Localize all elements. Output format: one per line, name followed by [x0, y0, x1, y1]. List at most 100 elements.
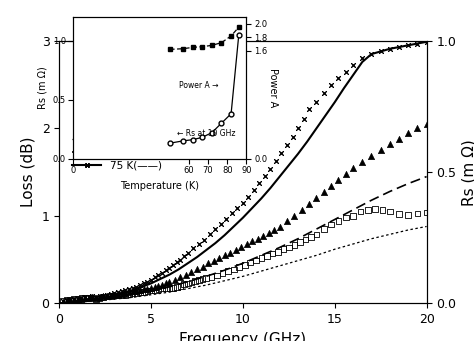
- Point: [184, 281, 191, 286]
- Point: [265, 231, 273, 236]
- Point: [335, 75, 342, 80]
- Point: [230, 267, 237, 272]
- Point: [245, 194, 252, 199]
- Point: [92, 296, 100, 301]
- Point: [110, 293, 118, 298]
- Text: Power A →: Power A →: [179, 81, 219, 90]
- Point: [364, 207, 372, 212]
- Point: [110, 290, 118, 296]
- Point: [125, 287, 133, 292]
- Point: [118, 291, 126, 297]
- Point: [223, 216, 230, 221]
- Point: [59, 298, 67, 303]
- Point: [414, 41, 421, 46]
- Point: [252, 258, 260, 263]
- Point: [395, 211, 403, 217]
- Point: [255, 180, 263, 186]
- Point: [177, 275, 184, 280]
- Point: [140, 281, 147, 286]
- Point: [305, 106, 313, 112]
- Point: [313, 100, 320, 105]
- Point: [107, 293, 115, 298]
- Point: [184, 250, 191, 255]
- Point: [191, 278, 199, 283]
- Point: [133, 288, 140, 294]
- Point: [296, 239, 304, 245]
- Point: [137, 290, 144, 295]
- Point: [278, 150, 285, 156]
- Point: [89, 294, 96, 299]
- Point: [59, 298, 67, 303]
- Point: [313, 232, 320, 237]
- Point: [267, 166, 274, 172]
- Point: [283, 142, 291, 148]
- Point: [414, 211, 421, 216]
- Point: [147, 285, 155, 291]
- Point: [155, 283, 162, 289]
- Point: [129, 285, 137, 291]
- Point: [177, 257, 184, 263]
- Point: [162, 285, 170, 291]
- Point: [85, 296, 92, 301]
- Y-axis label: Loss (dB): Loss (dB): [21, 137, 36, 207]
- Legend: 55 K(-  - -), 65 K(— —), 75 K(——): 55 K(- - -), 65 K(— —), 75 K(——): [68, 130, 169, 175]
- Point: [155, 287, 162, 292]
- Point: [349, 165, 357, 170]
- Point: [202, 276, 210, 281]
- Point: [246, 260, 254, 265]
- Point: [188, 269, 195, 275]
- Point: [103, 292, 111, 297]
- Point: [92, 296, 100, 301]
- Point: [74, 296, 82, 302]
- Point: [63, 297, 71, 303]
- Point: [342, 171, 350, 177]
- Point: [81, 295, 89, 300]
- Point: [137, 288, 144, 293]
- Point: [219, 270, 227, 276]
- Point: [166, 280, 173, 285]
- Point: [96, 294, 103, 299]
- Point: [386, 142, 394, 147]
- Point: [100, 293, 107, 298]
- Point: [368, 51, 375, 57]
- Point: [210, 258, 217, 263]
- Point: [166, 286, 173, 291]
- Point: [307, 234, 315, 240]
- Point: [349, 213, 357, 219]
- Point: [301, 237, 309, 242]
- Y-axis label: Rs (m Ω): Rs (m Ω): [462, 139, 474, 206]
- Y-axis label: Rs (m Ω): Rs (m Ω): [37, 66, 47, 109]
- Point: [358, 56, 366, 61]
- Point: [199, 276, 206, 282]
- Point: [140, 287, 147, 292]
- Point: [129, 288, 137, 294]
- Point: [263, 253, 271, 259]
- Point: [272, 158, 280, 164]
- Point: [85, 295, 92, 300]
- Point: [155, 273, 162, 278]
- Point: [89, 295, 96, 300]
- Point: [114, 292, 122, 297]
- Point: [158, 270, 166, 276]
- Point: [342, 69, 350, 74]
- Point: [166, 265, 173, 270]
- Point: [280, 247, 287, 252]
- Point: [100, 295, 107, 300]
- Text: ← Rs at 10 GHz: ← Rs at 10 GHz: [177, 129, 236, 138]
- Point: [92, 296, 100, 302]
- Point: [320, 91, 328, 96]
- Point: [270, 227, 278, 233]
- Point: [74, 296, 82, 302]
- Point: [151, 288, 158, 293]
- Point: [144, 279, 151, 284]
- Point: [77, 296, 85, 301]
- Point: [77, 296, 85, 302]
- Point: [70, 296, 78, 302]
- Point: [158, 282, 166, 288]
- Point: [404, 130, 412, 136]
- Point: [211, 226, 219, 232]
- Point: [151, 275, 158, 280]
- Point: [423, 39, 430, 45]
- Point: [137, 282, 144, 288]
- Point: [291, 242, 298, 248]
